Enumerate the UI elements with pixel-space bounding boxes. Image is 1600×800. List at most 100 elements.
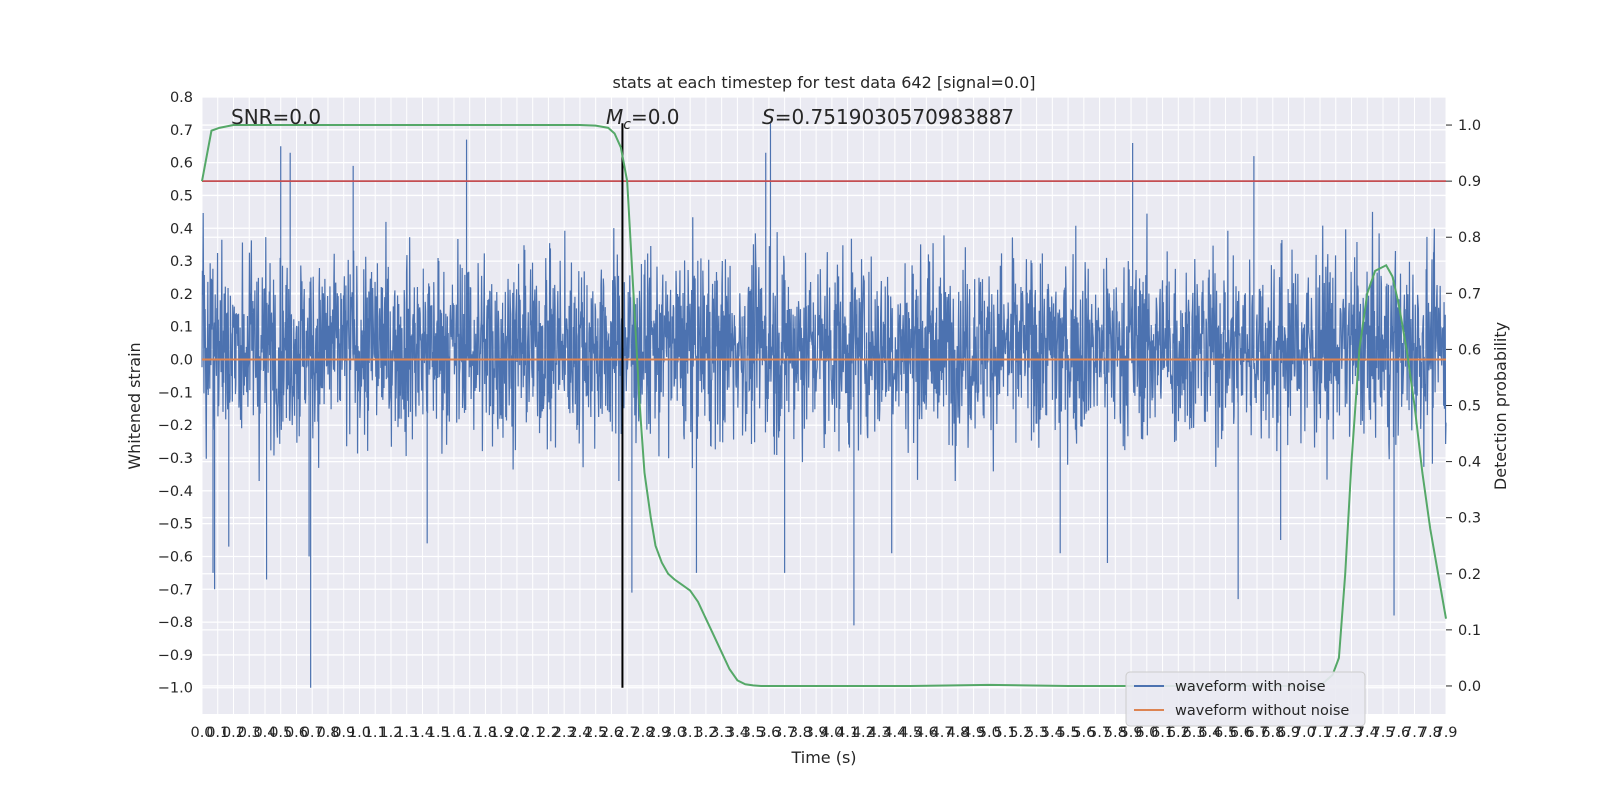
x-tick-label: 1.1: [364, 725, 387, 741]
x-tick-label: 1.0: [348, 725, 371, 741]
x-tick-label: 7.8: [1419, 725, 1442, 741]
x-tick-label: 2.9: [647, 725, 670, 741]
x-tick-label: 5.5: [1057, 725, 1080, 741]
x-tick-label: 0.5: [269, 725, 292, 741]
x-tick-label: 2.6: [600, 725, 623, 741]
x-tick-label: 0.3: [238, 725, 261, 741]
x-tick-label: 1.4: [411, 725, 434, 741]
x-tick-label: 7.4: [1356, 725, 1379, 741]
x-tick-label: 1.5: [427, 725, 450, 741]
x-tick-label: 7.3: [1340, 725, 1363, 741]
x-tick-label: 2.3: [553, 725, 576, 741]
x-tick-label: 3.0: [663, 725, 686, 741]
x-tick-label: 6.8: [1261, 725, 1284, 741]
detection-probability-line: [201, 124, 1447, 687]
x-tick-label: 0.0: [190, 725, 213, 741]
y2-tick-label: 1.0: [1458, 118, 1481, 134]
y-tick-label: −0.6: [158, 549, 193, 565]
y-tick-label: −0.5: [158, 517, 193, 533]
s-annotation: S=0.7519030570983887: [762, 105, 1014, 129]
x-tick-label: 1.9: [490, 725, 513, 741]
x-tick-label: 0.1: [206, 725, 229, 741]
x-tick-label: 5.8: [1104, 725, 1127, 741]
x-tick-label: 4.0: [820, 725, 843, 741]
x-tick-label: 7.2: [1324, 725, 1347, 741]
y2-tick-label: 0.6: [1458, 342, 1481, 358]
x-tick-label: 1.6: [442, 725, 465, 741]
x-tick-label: 2.4: [568, 725, 591, 741]
y-tick-label: −0.2: [158, 418, 193, 434]
x-tick-label: 3.1: [679, 725, 702, 741]
y-tick-label: 0.3: [170, 254, 193, 270]
legend-box: [1125, 671, 1366, 727]
y-tick-label: 0.7: [170, 123, 193, 139]
x-tick-label: 6.2: [1167, 725, 1190, 741]
x-tick-label: 1.2: [379, 725, 402, 741]
x-tick-label: 2.1: [521, 725, 544, 741]
x-tick-label: 7.6: [1387, 725, 1410, 741]
x-tick-label: 5.3: [1025, 725, 1048, 741]
x-tick-label: 3.6: [757, 725, 780, 741]
x-tick-label: 3.4: [726, 725, 749, 741]
y-tick-label: −0.7: [158, 582, 193, 598]
x-tick-label: 3.9: [805, 725, 828, 741]
x-tick-label: 6.4: [1198, 725, 1221, 741]
y-tick-label: −0.4: [158, 484, 193, 500]
y2-tick-label: 0.9: [1458, 174, 1481, 190]
y2-tick-label: 0.3: [1458, 511, 1481, 527]
x-tick-label: 3.8: [789, 725, 812, 741]
x-tick-label: 3.2: [694, 725, 717, 741]
x-tick-label: 0.4: [253, 725, 276, 741]
legend: waveform with noise waveform without noi…: [1125, 671, 1366, 727]
x-tick-label: 6.3: [1183, 725, 1206, 741]
x-axis-label: Time (s): [790, 748, 856, 767]
y2-tick-label: 0.2: [1458, 567, 1481, 583]
x-tick-label: 4.3: [868, 725, 891, 741]
x-tick-label: 6.9: [1277, 725, 1300, 741]
chirp-mass-symbol: M: [606, 105, 623, 129]
x-tick-label: 7.5: [1371, 725, 1394, 741]
x-tick-label: 1.3: [395, 725, 418, 741]
snr-annotation: SNR=0.0: [231, 105, 321, 129]
y-tick-label: 0.4: [170, 221, 193, 237]
x-tick-label: 4.1: [836, 725, 859, 741]
x-tick-label: 0.8: [316, 725, 339, 741]
x-tick-label: 4.9: [962, 725, 985, 741]
y-axis-label: Whitened strain: [125, 342, 144, 469]
x-tick-label: 3.5: [742, 725, 765, 741]
x-tick-label: 5.7: [1088, 725, 1111, 741]
y-tick-label: 0.1: [170, 320, 193, 336]
x-tick-label: 2.0: [505, 725, 528, 741]
x-tick-label: 6.0: [1135, 725, 1158, 741]
x-tick-label: 2.2: [537, 725, 560, 741]
legend-label-waveform-without-noise: waveform without noise: [1175, 703, 1349, 719]
y-tick-label: −0.8: [158, 615, 193, 631]
x-tick-label: 4.5: [899, 725, 922, 741]
y2-tick-label: 0.0: [1458, 679, 1481, 695]
y2-tick-labels: 0.0 0.1 0.2 0.3 0.4 0.5 0.6 0.7 0.8 0.9 1.0: [1446, 118, 1481, 695]
chirp-mass-annotation: Mc=0.0: [606, 105, 680, 133]
x-tick-label: 6.1: [1151, 725, 1174, 741]
y-tick-label: 0.0: [170, 353, 193, 369]
x-tick-label: 2.5: [584, 725, 607, 741]
x-tick-label: 5.1: [994, 725, 1017, 741]
x-tick-label: 5.0: [978, 725, 1001, 741]
s-symbol: S: [762, 105, 775, 129]
chirp-mass-value: =0.0: [631, 105, 680, 129]
x-tick-label: 5.9: [1120, 725, 1143, 741]
x-tick-label: 7.1: [1308, 725, 1331, 741]
x-tick-label: 2.7: [616, 725, 639, 741]
waveform-with-noise-line: [201, 123, 1447, 688]
x-tick-label: 6.5: [1214, 725, 1237, 741]
x-tick-label: 4.4: [883, 725, 906, 741]
y-tick-label: −0.1: [158, 385, 193, 401]
y2-tick-label: 0.5: [1458, 399, 1481, 415]
chart-title: stats at each timestep for test data 642…: [612, 73, 1035, 92]
y-tick-labels: −1.0 −0.9 −0.8 −0.7 −0.6 −0.5 −0.4 −0.3 −0.2 −0.1…: [158, 90, 193, 697]
y2-tick-label: 0.7: [1458, 286, 1481, 302]
chirp-mass-subscript: c: [623, 117, 631, 133]
legend-label-waveform-with-noise: waveform with noise: [1175, 679, 1326, 695]
x-tick-labels: 0.00.10.20.30.40.50.60.70.80.91.01.11.21…: [190, 725, 1457, 741]
y-tick-label: 0.8: [170, 90, 193, 106]
